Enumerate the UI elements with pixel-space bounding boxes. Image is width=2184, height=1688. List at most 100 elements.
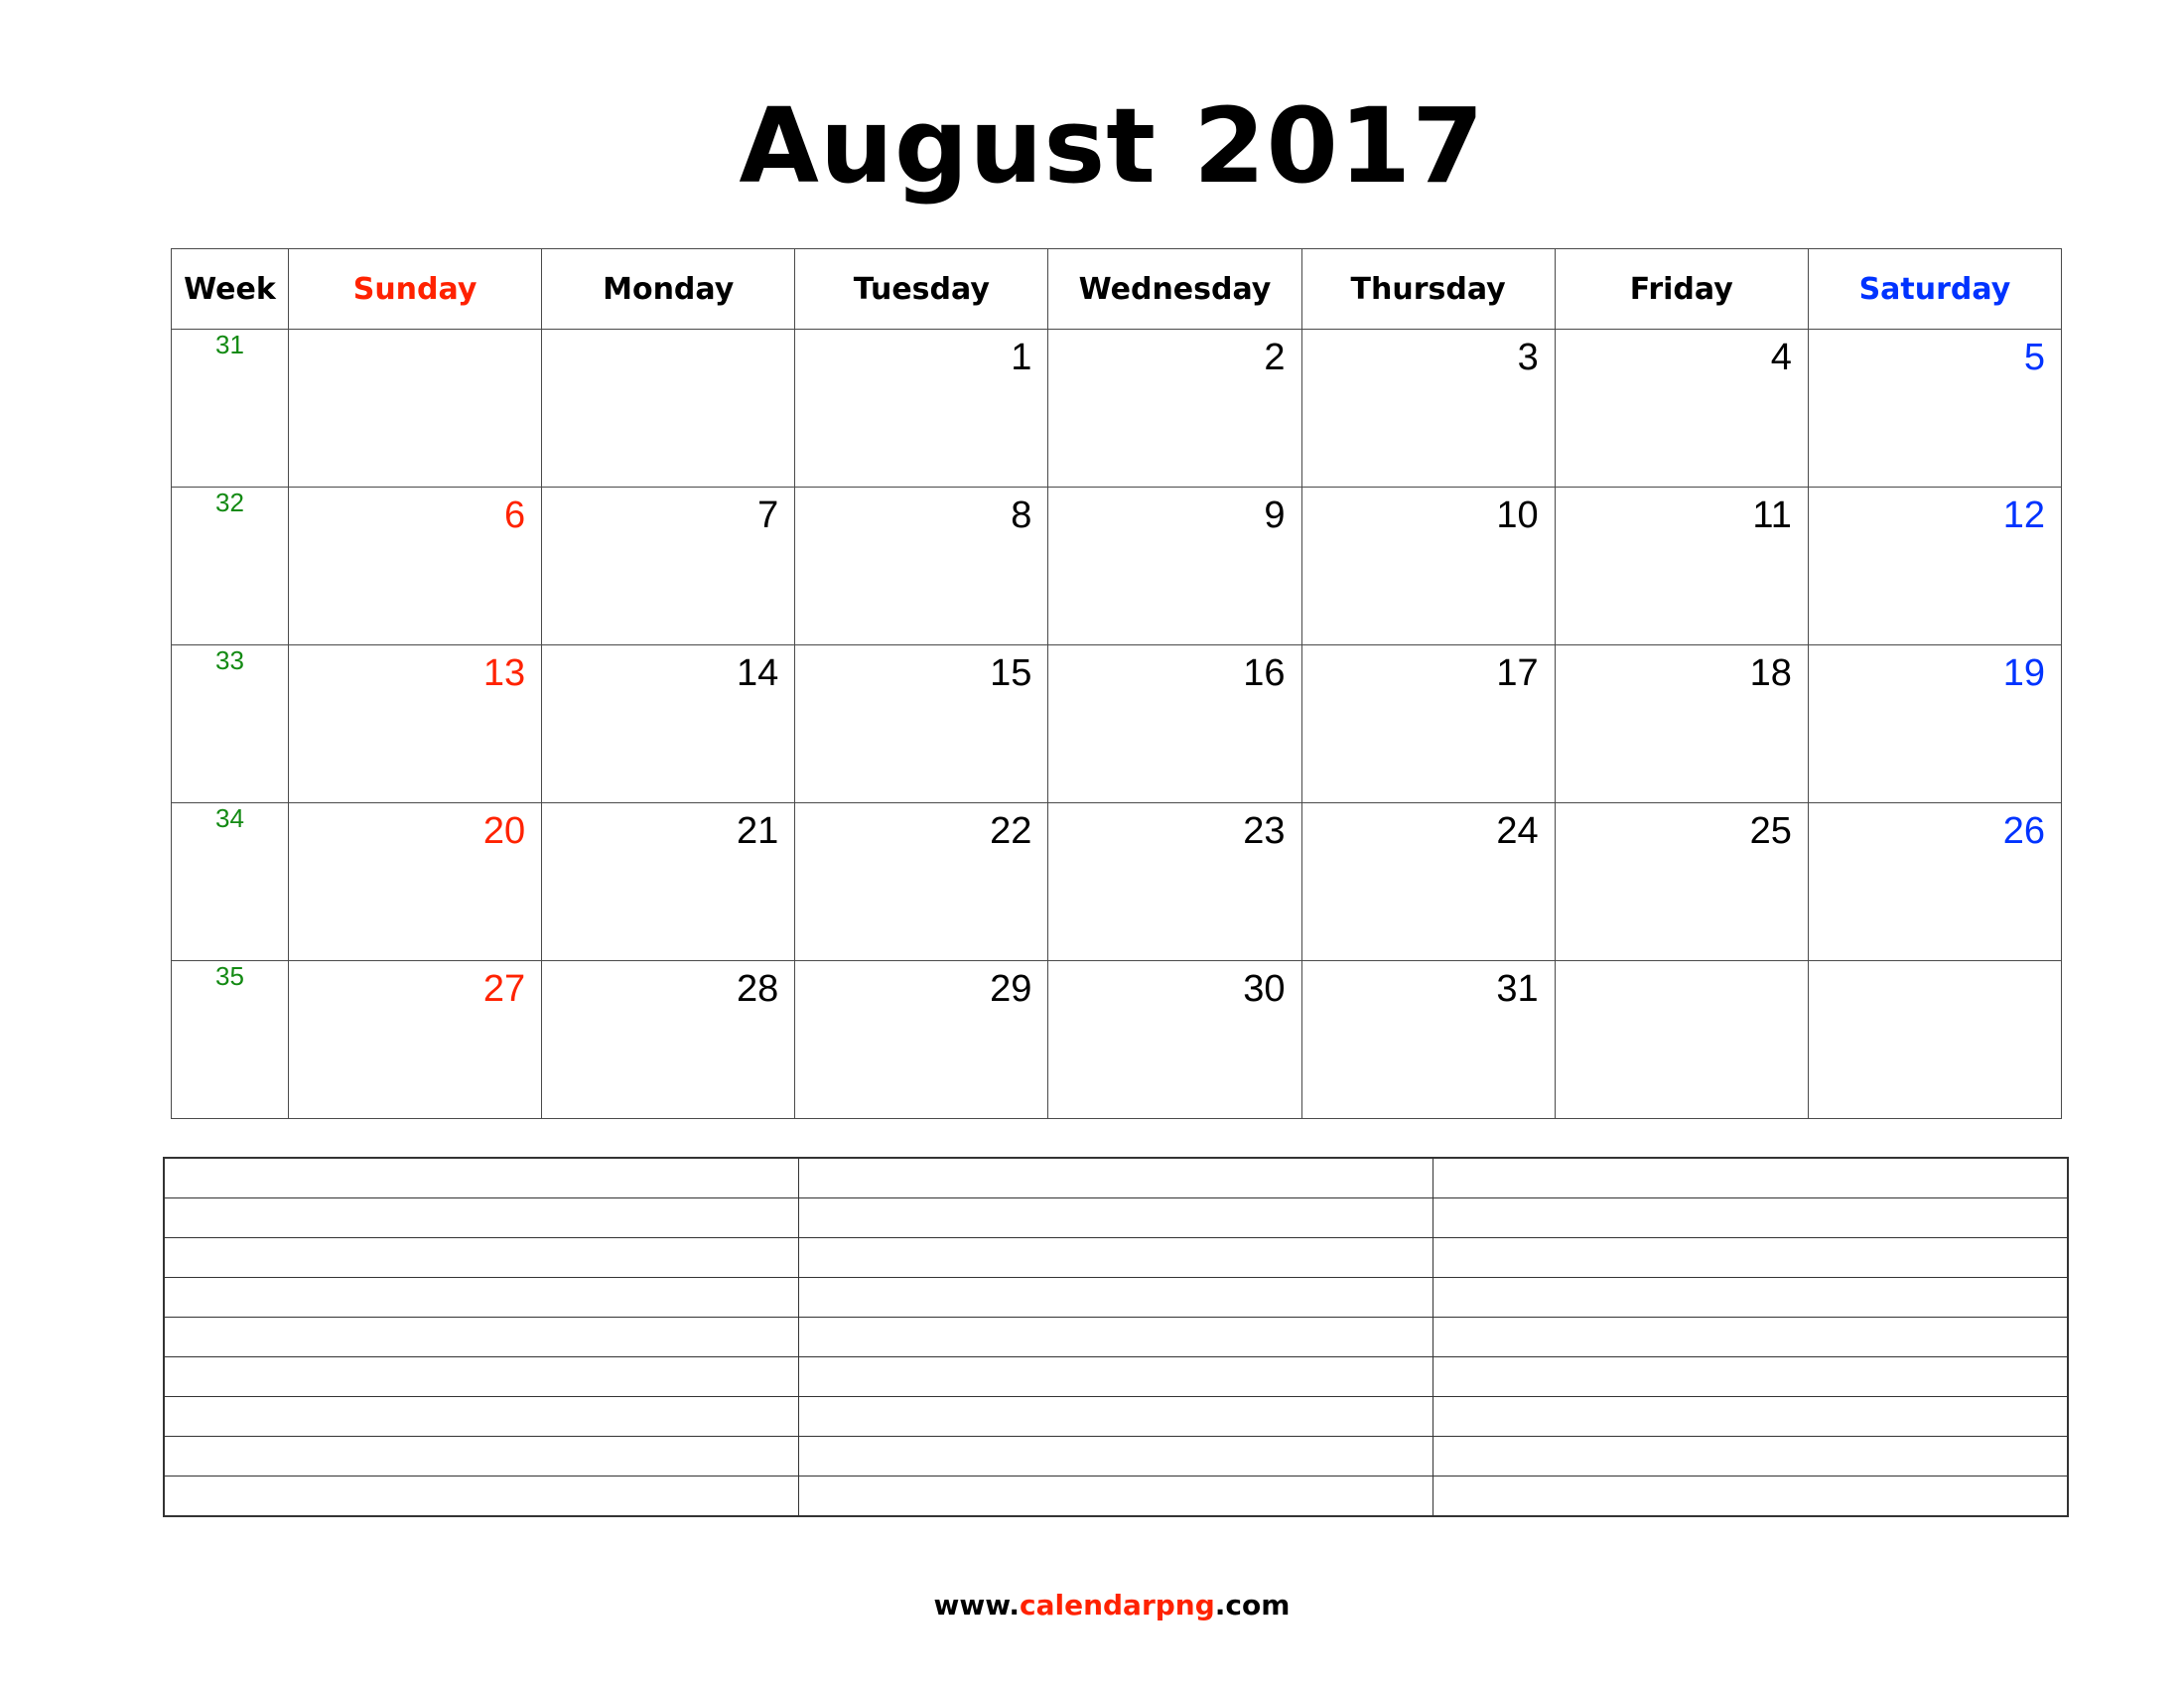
day-cell: 26 [1807,802,2063,961]
day-number [1556,961,1808,969]
day-cell: 12 [1807,487,2063,645]
notes-cell [163,1476,799,1517]
week-row: 34 20 21 22 23 24 25 26 [171,802,2063,961]
header-sunday: Sunday [287,248,543,330]
day-cell: 11 [1554,487,1809,645]
day-cell: 10 [1300,487,1556,645]
notes-cell [797,1356,1434,1397]
day-number: 1 [1011,337,1032,378]
week-row: 35 27 28 29 30 31 [171,960,2063,1119]
header-saturday: Saturday [1807,248,2063,330]
notes-row [163,1396,2069,1437]
day-number: 31 [1496,968,1539,1010]
notes-cell [1433,1317,2069,1357]
week-number: 31 [171,329,289,488]
day-cell: 23 [1047,802,1302,961]
footer-prefix: www. [933,1589,1020,1621]
day-number: 26 [2002,810,2045,852]
day-cell: 25 [1554,802,1809,961]
day-cell: 21 [541,802,796,961]
day-number: 17 [1496,652,1539,694]
day-number: 28 [737,968,779,1010]
notes-cell [797,1197,1434,1238]
day-number: 25 [1749,810,1792,852]
day-number [289,330,541,338]
notes-row [163,1277,2069,1318]
footer-brand: calendarpng [1020,1589,1215,1621]
notes-cell [797,1157,1434,1198]
notes-cell [797,1396,1434,1437]
day-number: 19 [2002,652,2045,694]
day-cell: 28 [541,960,796,1119]
notes-cell [163,1157,799,1198]
day-number: 4 [1770,337,1792,378]
notes-cell [1433,1356,2069,1397]
day-number: 10 [1496,494,1539,536]
day-cell: 22 [794,802,1049,961]
notes-cell [1433,1237,2069,1278]
day-number: 3 [1517,337,1539,378]
header-thursday: Thursday [1300,248,1556,330]
notes-row [163,1317,2069,1357]
notes-row [163,1356,2069,1397]
notes-row [163,1157,2069,1198]
day-cell [1807,960,2063,1119]
notes-cell [797,1436,1434,1477]
day-number: 9 [1264,494,1286,536]
day-cell: 31 [1300,960,1556,1119]
day-number: 2 [1264,337,1286,378]
notes-table [163,1157,2069,1517]
day-cell: 2 [1047,329,1302,488]
day-number: 27 [482,968,526,1010]
header-friday: Friday [1554,248,1809,330]
day-cell: 13 [287,644,543,803]
day-cell: 8 [794,487,1049,645]
day-cell: 30 [1047,960,1302,1119]
day-number: 30 [1243,968,1286,1010]
notes-cell [797,1476,1434,1517]
notes-row [163,1237,2069,1278]
day-number: 8 [1011,494,1032,536]
notes-cell [1433,1396,2069,1437]
day-cell: 15 [794,644,1049,803]
day-number [1809,961,2061,969]
footer-url: www.calendarpng.com [0,1589,2184,1621]
day-cell: 4 [1554,329,1809,488]
calendar-grid: Week Sunday Monday Tuesday Wednesday Thu… [171,248,2063,1119]
day-cell: 27 [287,960,543,1119]
notes-row [163,1436,2069,1477]
header-wednesday: Wednesday [1047,248,1302,330]
day-cell: 17 [1300,644,1556,803]
notes-cell [163,1317,799,1357]
day-number: 23 [1243,810,1286,852]
day-number [542,330,794,338]
notes-row [163,1197,2069,1238]
day-number: 5 [2023,337,2045,378]
week-number: 34 [171,802,289,961]
notes-cell [797,1277,1434,1318]
day-number: 21 [737,810,779,852]
day-number: 14 [737,652,779,694]
page-title: August 2017 [739,85,1485,207]
week-row: 33 13 14 15 16 17 18 19 [171,644,2063,803]
notes-cell [1433,1157,2069,1198]
day-number: 29 [990,968,1032,1010]
header-monday: Monday [541,248,796,330]
day-cell: 24 [1300,802,1556,961]
day-cell: 6 [287,487,543,645]
notes-cell [1433,1436,2069,1477]
day-cell: 29 [794,960,1049,1119]
day-cell: 16 [1047,644,1302,803]
day-number: 13 [482,652,526,694]
day-number: 22 [990,810,1032,852]
notes-cell [1433,1197,2069,1238]
week-number: 35 [171,960,289,1119]
weekday-header-row: Week Sunday Monday Tuesday Wednesday Thu… [171,248,2063,330]
notes-cell [1433,1277,2069,1318]
notes-cell [163,1436,799,1477]
notes-cell [163,1237,799,1278]
day-cell [1554,960,1809,1119]
notes-cell [797,1317,1434,1357]
day-number: 18 [1749,652,1792,694]
notes-cell [163,1277,799,1318]
